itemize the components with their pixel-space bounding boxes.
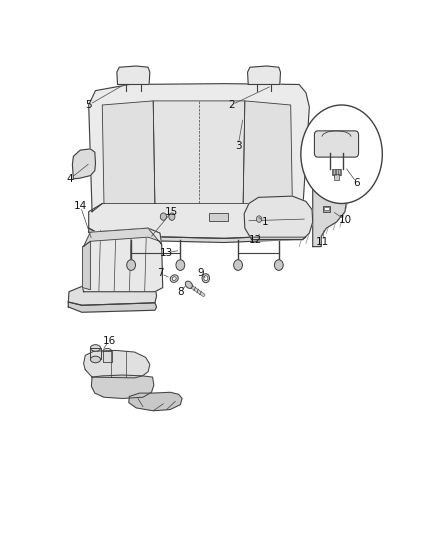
Ellipse shape [204, 276, 208, 281]
Text: 11: 11 [316, 238, 329, 247]
Bar [324, 207, 329, 211]
Text: 10: 10 [339, 215, 352, 225]
Polygon shape [243, 101, 293, 204]
Bar [332, 169, 341, 175]
Circle shape [233, 260, 243, 270]
Bar [323, 206, 330, 212]
Circle shape [127, 260, 135, 270]
Text: 13: 13 [160, 248, 173, 258]
Text: 7: 7 [157, 268, 163, 278]
Bar [335, 174, 339, 180]
Text: 4: 4 [67, 174, 73, 184]
Text: 16: 16 [102, 336, 116, 346]
Ellipse shape [90, 345, 101, 351]
Polygon shape [251, 237, 306, 240]
Ellipse shape [185, 281, 192, 288]
Polygon shape [129, 392, 182, 411]
Polygon shape [68, 302, 156, 312]
Polygon shape [88, 84, 309, 212]
Polygon shape [92, 375, 154, 399]
Polygon shape [117, 66, 150, 84]
Polygon shape [247, 66, 280, 84]
Text: 2: 2 [228, 100, 235, 110]
Circle shape [274, 260, 283, 270]
Polygon shape [84, 228, 162, 247]
Polygon shape [244, 196, 313, 240]
Polygon shape [313, 181, 346, 247]
Polygon shape [102, 101, 155, 204]
Circle shape [256, 216, 262, 222]
Bar [209, 213, 228, 221]
Text: 14: 14 [74, 200, 87, 211]
Circle shape [301, 105, 382, 204]
Polygon shape [83, 241, 90, 290]
Text: 12: 12 [248, 236, 261, 245]
Circle shape [160, 213, 166, 220]
Text: 15: 15 [165, 207, 179, 217]
Polygon shape [103, 351, 112, 361]
Text: 6: 6 [353, 178, 360, 188]
Polygon shape [88, 200, 306, 238]
Polygon shape [153, 101, 245, 204]
Ellipse shape [103, 349, 112, 354]
FancyBboxPatch shape [314, 131, 359, 157]
Text: 8: 8 [177, 287, 184, 297]
Text: 5: 5 [85, 100, 92, 110]
Polygon shape [72, 149, 95, 179]
Text: 3: 3 [235, 141, 241, 151]
Polygon shape [90, 348, 101, 359]
Polygon shape [88, 228, 306, 243]
Circle shape [169, 213, 175, 220]
Ellipse shape [90, 356, 101, 363]
Ellipse shape [202, 273, 209, 282]
Text: 1: 1 [262, 217, 268, 227]
Ellipse shape [172, 277, 176, 280]
Polygon shape [68, 284, 156, 305]
Circle shape [176, 260, 185, 270]
Text: 9: 9 [198, 268, 204, 278]
Polygon shape [83, 228, 162, 292]
Ellipse shape [170, 275, 178, 282]
Polygon shape [84, 350, 150, 378]
